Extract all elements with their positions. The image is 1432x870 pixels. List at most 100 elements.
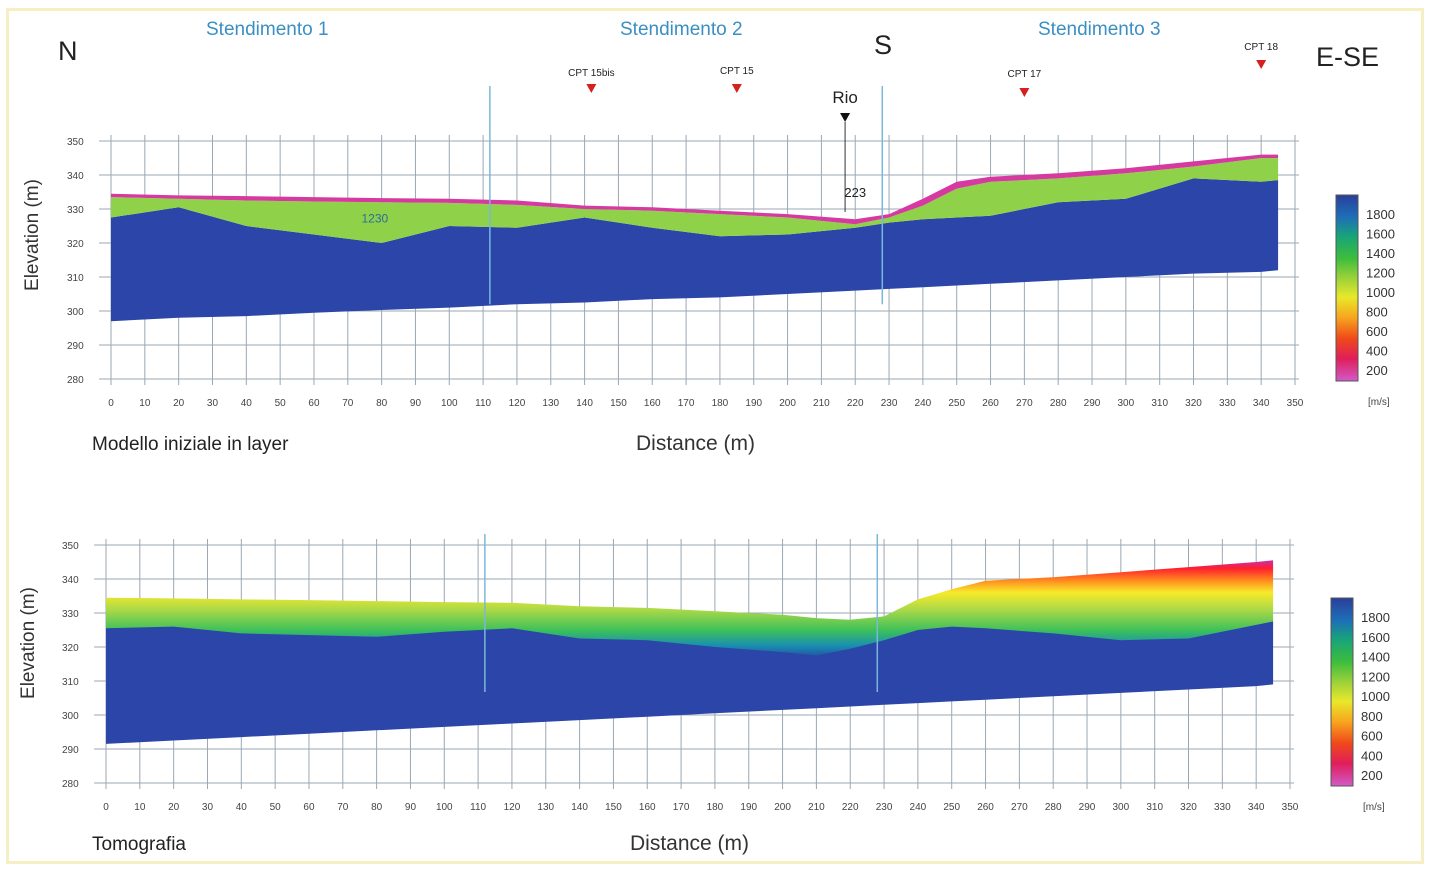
marker-label: CPT 17 [1008,69,1042,80]
colorbar-unit: [m/s] [1363,802,1385,813]
x-tick-label: 20 [173,398,185,409]
x-tick-label: 290 [1084,398,1101,409]
colorbar-scale [1330,597,1354,787]
colorbar-unit: [m/s] [1368,397,1390,408]
colorbar-scale [1335,194,1359,382]
x-tick-label: 250 [943,802,960,813]
colorbar-tick-label: 400 [1361,748,1383,763]
x-tick-label: 210 [813,398,830,409]
x-tick-label: 150 [610,398,627,409]
y-axis-label-bottom: Elevation (m) [18,587,39,699]
x-tick-label: 280 [1050,398,1067,409]
y-tick-label: 330 [67,205,84,216]
layer-bedrock [111,178,1279,322]
colorbar-tick-label: 1800 [1361,610,1390,625]
x-tick-label: 100 [436,802,453,813]
y-tick-label: 300 [67,307,84,318]
colorbar-tick-label: 800 [1361,709,1383,724]
x-tick-label: 40 [236,802,248,813]
x-tick-label: 130 [537,802,554,813]
x-tick-label: 30 [202,802,214,813]
marker-triangle [840,113,851,122]
x-tick-label: 240 [910,802,927,813]
x-tick-label: 160 [644,398,661,409]
x-tick-label: 170 [673,802,690,813]
marker-label: CPT 15 [720,66,754,77]
x-tick-label: 90 [405,802,417,813]
x-tick-label: 270 [1016,398,1033,409]
x-tick-label: 270 [1011,802,1028,813]
marker-triangle [1019,88,1030,97]
x-tick-label: 50 [275,398,287,409]
y-axis-label-top: Elevation (m) [22,179,43,291]
x-tick-label: 110 [475,398,491,409]
marker-triangle [731,84,742,93]
colorbar-tick-label: 1000 [1366,285,1395,300]
x-tick-label: 120 [509,398,526,409]
marker-label: CPT 15bis [568,68,615,79]
x-tick-label: 30 [207,398,219,409]
colorbar-tick-label: 1400 [1361,650,1390,665]
colorbar-tick-label: 1200 [1361,669,1390,684]
x-tick-label: 280 [1045,802,1062,813]
x-tick-label: 180 [712,398,729,409]
y-tick-label: 310 [62,677,79,688]
x-axis-label-bottom: Distance (m) [630,832,750,855]
colorbar-tick-label: 1600 [1366,227,1395,242]
x-tick-label: 200 [774,802,791,813]
colorbar-tick-label: 1600 [1361,630,1390,645]
colorbar-tick-label: 800 [1366,305,1388,320]
orientation-east-southeast: E-SE [1316,42,1380,72]
x-tick-label: 300 [1113,802,1130,813]
colorbar-tick-label: 600 [1366,324,1388,339]
x-tick-label: 340 [1253,398,1270,409]
colorbar-tick-label: 1800 [1366,207,1395,222]
layer-green [111,158,1279,243]
x-tick-label: 260 [982,398,999,409]
x-tick-label: 70 [337,802,349,813]
x-tick-label: 320 [1185,398,1202,409]
x-tick-label: 80 [376,398,388,409]
x-tick-label: 0 [108,398,114,409]
x-tick-label: 320 [1180,802,1197,813]
x-tick-label: 140 [571,802,588,813]
x-tick-label: 350 [1287,398,1304,409]
y-tick-label: 290 [62,745,79,756]
y-tick-label: 320 [62,643,79,654]
section-label-1: Stendimento 1 [206,19,329,40]
colorbar-tick-label: 600 [1361,729,1383,744]
x-tick-label: 60 [308,398,320,409]
y-tick-label: 280 [67,375,84,386]
x-tick-label: 100 [441,398,458,409]
marker-triangle [1256,60,1267,69]
panel-title-bottom: Tomografia [92,834,186,855]
orientation-south: S [874,30,893,60]
x-tick-label: 330 [1219,398,1236,409]
tomography-bedrock [106,621,1274,744]
x-tick-label: 220 [847,398,864,409]
colorbar-2: 1800 1600 1400 1200 1000 800 600 400 200 [m/s] [1330,597,1390,813]
y-tick-label: 340 [67,171,84,182]
colorbar-1: 1800 1600 1400 1200 1000 800 600 400 200 [m/s] [1335,194,1395,408]
x-tick-label: 10 [139,398,151,409]
y-tick-label: 290 [67,341,84,352]
x-tick-label: 230 [876,802,893,813]
x-tick-label: 10 [134,802,146,813]
x-tick-label: 120 [504,802,521,813]
y-tick-label: 350 [62,541,79,552]
x-tick-label: 90 [410,398,422,409]
colorbar-tick-label: 200 [1361,768,1383,783]
x-tick-label: 190 [740,802,757,813]
marker-label: CPT 18 [1244,42,1278,53]
marker-label: Rio [832,88,858,107]
x-tick-label: 260 [977,802,994,813]
x-tick-label: 240 [915,398,932,409]
x-tick-label: 40 [241,398,253,409]
x-tick-label: 130 [542,398,559,409]
x-tick-label: 110 [470,802,486,813]
x-tick-label: 310 [1151,398,1168,409]
colorbar-tick-label: 1200 [1366,266,1395,281]
colorbar-tick-label: 400 [1366,344,1388,359]
